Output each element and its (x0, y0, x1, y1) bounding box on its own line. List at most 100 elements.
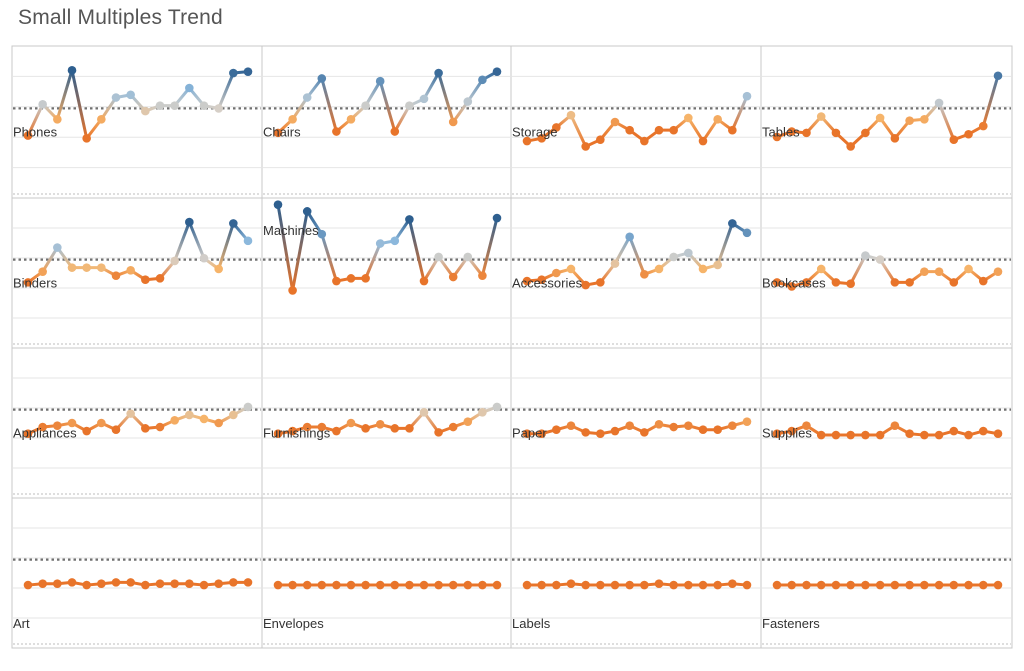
data-point[interactable] (978, 121, 988, 131)
data-point[interactable] (82, 134, 91, 143)
data-point[interactable] (67, 578, 77, 587)
data-point[interactable] (934, 430, 944, 440)
data-point[interactable] (419, 94, 429, 104)
data-point[interactable] (53, 114, 62, 124)
data-point[interactable] (97, 579, 106, 589)
data-point[interactable] (537, 429, 546, 439)
data-point[interactable] (596, 135, 605, 144)
data-point[interactable] (949, 278, 959, 287)
data-point[interactable] (742, 417, 752, 426)
data-point[interactable] (728, 421, 737, 430)
data-point[interactable] (390, 127, 400, 136)
data-point[interactable] (243, 402, 253, 412)
data-point[interactable] (552, 268, 561, 278)
data-point[interactable] (492, 580, 502, 590)
data-point[interactable] (964, 129, 973, 139)
data-point[interactable] (463, 580, 473, 590)
data-point[interactable] (419, 407, 429, 417)
data-point[interactable] (229, 68, 238, 78)
data-point[interactable] (802, 128, 811, 138)
data-point[interactable] (669, 422, 678, 432)
data-point[interactable] (816, 264, 826, 274)
data-point[interactable] (920, 114, 929, 124)
data-point[interactable] (405, 580, 414, 590)
data-point[interactable] (155, 274, 165, 283)
data-point[interactable] (581, 280, 590, 290)
data-point[interactable] (243, 578, 253, 587)
data-point[interactable] (537, 134, 546, 143)
data-point[interactable] (170, 416, 179, 425)
data-point[interactable] (405, 215, 414, 224)
data-point[interactable] (288, 286, 297, 295)
data-point[interactable] (552, 425, 561, 435)
data-point[interactable] (846, 279, 855, 289)
data-point[interactable] (346, 274, 356, 283)
data-point[interactable] (890, 580, 900, 590)
data-point[interactable] (38, 422, 47, 432)
data-point[interactable] (38, 267, 47, 276)
data-point[interactable] (82, 580, 91, 590)
data-point[interactable] (625, 125, 634, 135)
data-point[interactable] (288, 580, 297, 590)
data-point[interactable] (185, 410, 194, 420)
data-point[interactable] (155, 422, 165, 432)
data-point[interactable] (669, 252, 678, 262)
data-point[interactable] (875, 430, 885, 440)
data-point[interactable] (419, 276, 429, 286)
data-point[interactable] (185, 579, 194, 589)
data-point[interactable] (654, 579, 664, 589)
data-point[interactable] (875, 580, 885, 590)
data-point[interactable] (861, 128, 870, 138)
data-point[interactable] (141, 424, 150, 433)
data-point[interactable] (229, 410, 238, 420)
data-point[interactable] (993, 267, 1003, 276)
data-point[interactable] (390, 580, 400, 590)
data-point[interactable] (566, 421, 576, 430)
data-point[interactable] (596, 278, 605, 287)
data-point[interactable] (964, 430, 973, 440)
data-point[interactable] (214, 418, 223, 428)
data-point[interactable] (610, 259, 620, 268)
data-point[interactable] (654, 125, 664, 135)
data-point[interactable] (288, 114, 297, 124)
data-point[interactable] (816, 430, 826, 440)
data-point[interactable] (610, 580, 620, 590)
data-point[interactable] (522, 136, 532, 146)
data-point[interactable] (802, 421, 811, 430)
data-point[interactable] (434, 252, 443, 262)
data-point[interactable] (170, 101, 179, 110)
data-point[interactable] (831, 430, 841, 440)
data-point[interactable] (111, 271, 121, 280)
data-point[interactable] (713, 425, 722, 435)
data-point[interactable] (566, 579, 576, 589)
data-point[interactable] (463, 417, 473, 426)
data-point[interactable] (861, 580, 870, 590)
data-point[interactable] (492, 402, 502, 412)
data-point[interactable] (890, 278, 900, 287)
data-point[interactable] (772, 429, 782, 439)
data-point[interactable] (463, 97, 473, 106)
data-point[interactable] (772, 278, 782, 287)
data-point[interactable] (861, 430, 870, 440)
data-point[interactable] (199, 253, 209, 263)
data-point[interactable] (288, 426, 297, 436)
data-point[interactable] (787, 580, 797, 590)
data-point[interactable] (772, 132, 782, 142)
data-point[interactable] (390, 236, 400, 246)
data-point[interactable] (875, 255, 885, 264)
data-point[interactable] (302, 93, 312, 102)
data-point[interactable] (625, 421, 634, 430)
data-point[interactable] (214, 579, 223, 589)
data-point[interactable] (478, 271, 487, 280)
data-point[interactable] (949, 135, 959, 144)
data-point[interactable] (742, 228, 752, 238)
data-point[interactable] (346, 580, 356, 590)
data-point[interactable] (905, 580, 914, 590)
data-point[interactable] (522, 580, 532, 590)
data-point[interactable] (742, 580, 752, 590)
data-point[interactable] (361, 424, 370, 433)
data-point[interactable] (537, 275, 546, 285)
data-point[interactable] (317, 422, 327, 432)
data-point[interactable] (448, 117, 458, 127)
data-point[interactable] (23, 429, 33, 439)
